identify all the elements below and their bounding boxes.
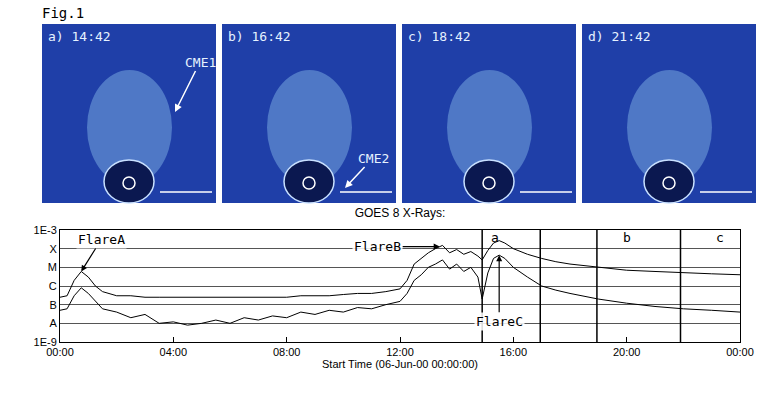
svg-text:FlareA: FlareA [78, 232, 125, 247]
svg-text:FlareB: FlareB [354, 239, 401, 254]
svg-text:16:00: 16:00 [500, 346, 528, 358]
svg-text:20:00: 20:00 [613, 346, 641, 358]
svg-text:Start Time (06-Jun-00 00:00:00: Start Time (06-Jun-00 00:00:00) [322, 358, 478, 370]
svg-text:b: b [623, 230, 631, 245]
svg-text:1E-9: 1E-9 [34, 336, 57, 348]
svg-text:04:00: 04:00 [160, 346, 188, 358]
svg-text:CME1: CME1 [185, 55, 216, 70]
svg-text:M: M [48, 261, 57, 273]
svg-text:08:00: 08:00 [273, 346, 301, 358]
svg-text:c) 18:42: c) 18:42 [408, 29, 471, 44]
svg-text:FlareC: FlareC [476, 314, 523, 329]
svg-text:00:00: 00:00 [46, 346, 74, 358]
svg-text:c: c [716, 230, 724, 245]
svg-text:1E-3: 1E-3 [34, 224, 57, 236]
svg-text:A: A [49, 317, 57, 329]
svg-text:CME2: CME2 [358, 151, 389, 166]
svg-text:a: a [491, 230, 499, 245]
svg-text:00:00: 00:00 [726, 346, 754, 358]
svg-text:b) 16:42: b) 16:42 [228, 29, 291, 44]
svg-text:X: X [49, 243, 57, 255]
svg-text:Fig.1: Fig.1 [42, 5, 84, 21]
svg-text:12:00: 12:00 [386, 346, 414, 358]
svg-text:GOES 8 X-Rays:: GOES 8 X-Rays: [355, 206, 446, 220]
svg-text:d) 21:42: d) 21:42 [588, 29, 651, 44]
svg-text:B: B [49, 299, 56, 311]
svg-text:a) 14:42: a) 14:42 [48, 29, 111, 44]
svg-text:C: C [49, 280, 57, 292]
